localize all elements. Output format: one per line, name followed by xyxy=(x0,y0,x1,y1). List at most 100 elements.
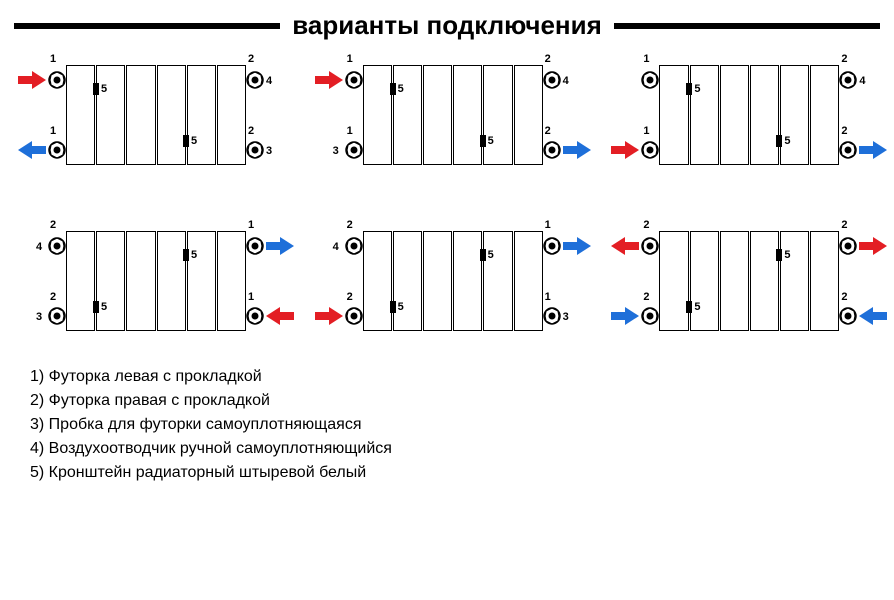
fitting-number: 1 xyxy=(248,219,254,231)
plug-number: 4 xyxy=(36,241,42,253)
bracket-icon xyxy=(480,249,486,261)
radiator-section xyxy=(217,231,246,331)
fitting-icon xyxy=(839,71,857,89)
arrow-in-icon xyxy=(315,307,343,325)
fitting-number: 2 xyxy=(841,125,847,137)
arrow-in-icon xyxy=(611,307,639,325)
radiator-section xyxy=(690,65,719,165)
arrow-out-icon xyxy=(18,141,46,159)
bracket-label: 5 xyxy=(101,83,107,95)
radiator-section xyxy=(810,231,839,331)
arrow-in-icon xyxy=(859,307,887,325)
fitting-number: 1 xyxy=(347,53,353,65)
radiator-section xyxy=(187,231,216,331)
radiator-section xyxy=(483,65,512,165)
bracket-label: 5 xyxy=(191,135,197,147)
fitting-number: 2 xyxy=(841,53,847,65)
radiator xyxy=(363,231,543,331)
title-line-right xyxy=(614,23,880,29)
bracket-label: 5 xyxy=(694,301,700,313)
fitting-number: 1 xyxy=(248,291,254,303)
fitting-number: 2 xyxy=(347,291,353,303)
plug-number: 4 xyxy=(266,75,272,87)
plug-number: 3 xyxy=(563,311,569,323)
title-bar: варианты подключения xyxy=(0,0,894,43)
fitting-number: 2 xyxy=(643,219,649,231)
legend-item: 3) Пробка для футорки самоуплотняющаяся xyxy=(30,413,864,437)
fitting-icon xyxy=(641,307,659,325)
arrow-out-icon xyxy=(563,141,591,159)
fitting-number: 2 xyxy=(50,291,56,303)
bracket-label: 5 xyxy=(694,83,700,95)
plug-number: 4 xyxy=(859,75,865,87)
fitting-icon xyxy=(48,71,66,89)
radiator-section xyxy=(780,65,809,165)
radiator-section xyxy=(750,65,779,165)
fitting-icon xyxy=(641,237,659,255)
fitting-icon xyxy=(246,237,264,255)
plug-number: 4 xyxy=(563,75,569,87)
fitting-number: 2 xyxy=(347,219,353,231)
bracket-icon xyxy=(93,83,99,95)
legend-item: 2) Футорка правая с прокладкой xyxy=(30,389,864,413)
fitting-number: 1 xyxy=(643,53,649,65)
bracket-icon xyxy=(93,301,99,313)
radiator xyxy=(659,231,839,331)
bracket-label: 5 xyxy=(191,249,197,261)
diagram-cell: 55 1 24 1 23 xyxy=(18,49,283,179)
arrow-in-icon xyxy=(18,71,46,89)
fitting-number: 2 xyxy=(50,219,56,231)
bracket-icon xyxy=(390,301,396,313)
radiator-section xyxy=(514,231,543,331)
legend-item: 4) Воздухоотводчик ручной самоуплотняющи… xyxy=(30,437,864,461)
fitting-icon xyxy=(246,71,264,89)
fitting-number: 2 xyxy=(545,53,551,65)
diagram-cell: 55 24 1 2 13 xyxy=(315,215,580,345)
fitting-icon xyxy=(246,307,264,325)
bracket-icon xyxy=(183,249,189,261)
radiator-section xyxy=(690,231,719,331)
title-line-left xyxy=(14,23,280,29)
plug-number: 4 xyxy=(333,241,339,253)
bracket-icon xyxy=(686,83,692,95)
bracket-label: 5 xyxy=(398,83,404,95)
arrow-in-icon xyxy=(315,71,343,89)
radiator-section xyxy=(157,231,186,331)
arrow-out-icon xyxy=(563,237,591,255)
radiator-section xyxy=(363,231,392,331)
fitting-number: 1 xyxy=(545,291,551,303)
bracket-label: 5 xyxy=(398,301,404,313)
fitting-number: 1 xyxy=(50,53,56,65)
radiator-section xyxy=(659,231,688,331)
fitting-icon xyxy=(543,307,561,325)
fitting-number: 2 xyxy=(248,125,254,137)
radiator xyxy=(66,231,246,331)
diagram-cell: 55 24 1 23 1 xyxy=(18,215,283,345)
fitting-number: 2 xyxy=(841,219,847,231)
bracket-icon xyxy=(390,83,396,95)
fitting-icon xyxy=(543,141,561,159)
radiator-section xyxy=(750,231,779,331)
radiator-section xyxy=(126,65,155,165)
radiator-section xyxy=(483,231,512,331)
fitting-icon xyxy=(48,141,66,159)
radiator-section xyxy=(810,65,839,165)
radiator xyxy=(363,65,543,165)
bracket-icon xyxy=(686,301,692,313)
plug-number: 3 xyxy=(36,311,42,323)
fitting-icon xyxy=(641,71,659,89)
diagram-grid: 55 1 24 1 2355 1 24 13 2 xyxy=(0,43,894,347)
radiator xyxy=(659,65,839,165)
radiator-section xyxy=(720,65,749,165)
radiator-section xyxy=(96,231,125,331)
radiator-section xyxy=(66,65,95,165)
fitting-icon xyxy=(345,307,363,325)
radiator-section xyxy=(453,231,482,331)
radiator xyxy=(66,65,246,165)
bracket-icon xyxy=(480,135,486,147)
fitting-icon xyxy=(48,307,66,325)
fitting-number: 2 xyxy=(841,291,847,303)
legend: 1) Футорка левая с прокладкой2) Футорка … xyxy=(0,347,894,497)
radiator-section xyxy=(217,65,246,165)
legend-item: 5) Кронштейн радиаторный штыревой белый xyxy=(30,461,864,485)
